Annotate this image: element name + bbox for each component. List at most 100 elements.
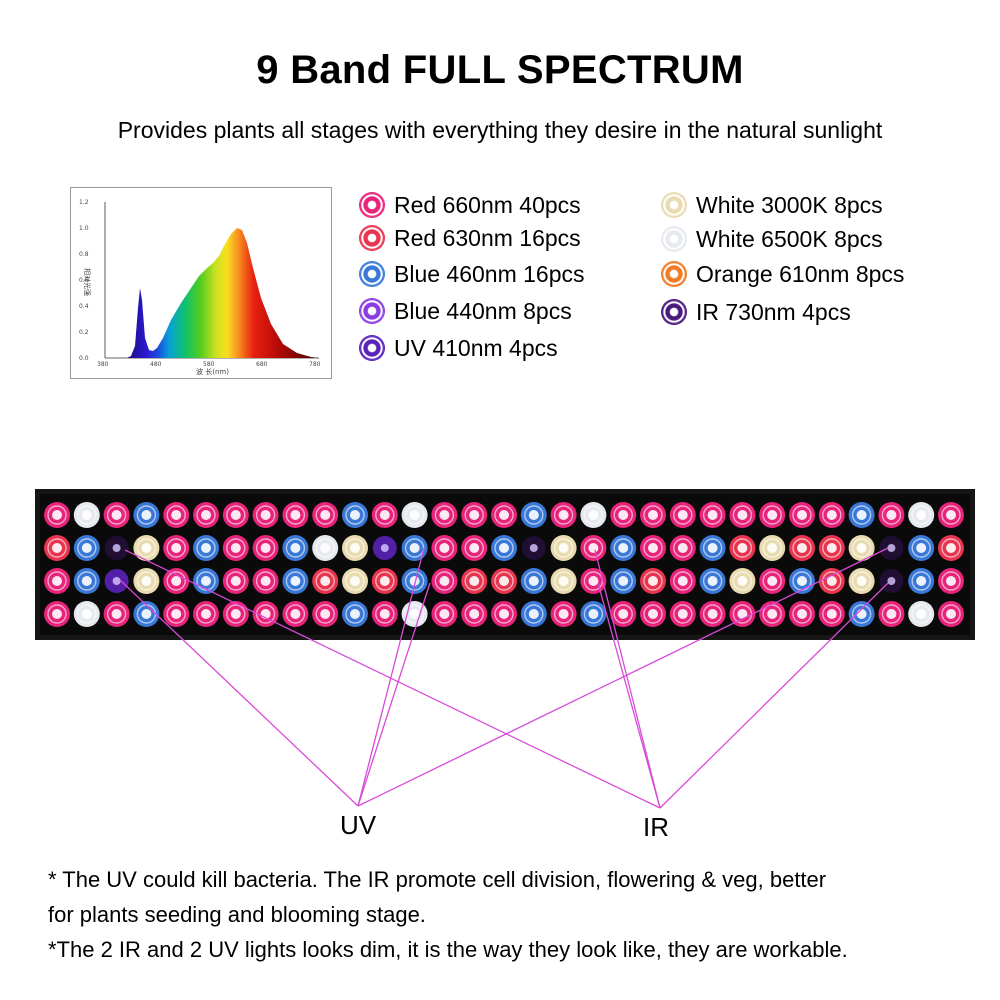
red-660-led [371, 601, 398, 627]
blue-460-led-icon [360, 262, 384, 286]
red-660-led [669, 502, 696, 528]
red-660-led [222, 601, 249, 627]
blue-460-led [73, 535, 100, 561]
red-630-led [640, 568, 666, 594]
legend-blue-460: Blue 460nm 16pcs [360, 260, 585, 288]
x-tick-label: 680 [256, 361, 268, 368]
ir-730-led-icon [662, 300, 686, 324]
blue-460-led [342, 502, 368, 528]
red-660-led [878, 502, 905, 528]
uv-callout-line [357, 582, 431, 807]
callout-lines [119, 547, 889, 809]
red-660-led [550, 502, 577, 528]
white-3000k-led [133, 535, 160, 561]
blue-460-led [401, 568, 428, 594]
white-3000k-led [550, 535, 577, 561]
y-tick-label: 0.2 [79, 329, 89, 336]
ir-callout-line [597, 582, 661, 809]
blue-460-led [193, 535, 219, 561]
white-3000k-led-icon [662, 193, 686, 217]
x-tick-label: 380 [97, 361, 109, 368]
red-660-led [193, 502, 219, 528]
note-line-2: for plants seeding and blooming stage. [48, 902, 426, 927]
blue-460-led [610, 535, 637, 561]
blue-460-led [73, 568, 100, 594]
spectrum-chart-svg: 0.0 0.2 0.4 0.6 0.8 1.0 1.2 380 480 580 680 780 相对… [79, 199, 321, 376]
red-660-led [461, 535, 488, 561]
legend-white-3000k: White 3000K 8pcs [662, 191, 883, 219]
red-660-led [789, 601, 815, 627]
blue-460-led [610, 568, 637, 594]
red-630-led-icon [360, 226, 384, 250]
red-660-led [461, 601, 488, 627]
ir-730-led [521, 536, 546, 560]
red-660-led [610, 601, 637, 627]
red-660-led [789, 502, 815, 528]
red-660-led [44, 568, 70, 594]
blue-460-led [908, 568, 935, 594]
red-660-led [640, 502, 666, 528]
blue-460-led [789, 568, 815, 594]
red-660-led [729, 502, 756, 528]
red-630-led [461, 568, 488, 594]
red-660-led [252, 502, 279, 528]
ir-callout-line [594, 549, 661, 809]
white-6500k-led [401, 601, 428, 627]
note-line-1: * The UV could kill bacteria. The IR pro… [48, 867, 827, 892]
red-660-led [312, 502, 339, 528]
red-660-led [818, 502, 845, 528]
red-660-led [193, 601, 219, 627]
red-630-led [491, 568, 517, 594]
red-660-led [938, 601, 964, 627]
red-660-led [312, 601, 339, 627]
blue-460-led [282, 568, 309, 594]
note-line-3: *The 2 IR and 2 UV lights looks dim, it … [48, 937, 848, 962]
y-axis-label: 相对光强 [83, 268, 92, 296]
legend-blue-440: Blue 440nm 8pcs [360, 297, 572, 325]
red-630-led [818, 535, 845, 561]
legend-red-660: Red 660nm 40pcs [360, 191, 581, 219]
legend-uv-410: UV 410nm 4pcs [360, 334, 558, 362]
red-660-led [103, 601, 130, 627]
red-660-led [44, 502, 70, 528]
blue-460-led [491, 535, 517, 561]
red-660-led [163, 568, 190, 594]
page-subtitle: Provides plants all stages with everythi… [117, 117, 883, 143]
blue-460-led [520, 502, 547, 528]
legend-red-630: Red 630nm 16pcs [360, 224, 581, 252]
blue-460-led [520, 601, 547, 627]
white-3000k-led [759, 535, 786, 561]
legend-label: Red 660nm 40pcs [394, 191, 581, 218]
legend-label: White 3000K 8pcs [696, 191, 883, 218]
red-660-led [222, 535, 249, 561]
ir-callout-line [124, 549, 661, 809]
white-3000k-led [729, 568, 756, 594]
blue-440-led-icon [360, 299, 384, 323]
ir-callout-line [659, 582, 889, 809]
white-3000k-led [848, 535, 875, 561]
red-660-led [669, 568, 696, 594]
red-630-led [818, 568, 845, 594]
page-title: 9 Band FULL SPECTRUM [256, 48, 744, 92]
red-660-led [491, 601, 517, 627]
uv-410-led [104, 569, 129, 593]
legend-label: IR 730nm 4pcs [696, 298, 851, 325]
blue-460-led [520, 568, 547, 594]
blue-460-led [282, 535, 309, 561]
red-660-led [163, 535, 190, 561]
red-660-led-icon [360, 193, 384, 217]
legend-label: White 6500K 8pcs [696, 225, 883, 252]
uv-callout-line [357, 547, 425, 807]
white-6500k-led [908, 601, 935, 627]
uv-callout-line [119, 579, 359, 807]
white-6500k-led [73, 502, 100, 528]
red-660-led [938, 568, 964, 594]
red-660-led [222, 568, 249, 594]
red-660-led [431, 535, 458, 561]
red-660-led [282, 502, 309, 528]
white-6500k-led-icon [662, 227, 686, 251]
blue-460-led [908, 535, 935, 561]
red-630-led [371, 568, 398, 594]
red-660-led [878, 601, 905, 627]
ir-730-led [879, 536, 904, 560]
